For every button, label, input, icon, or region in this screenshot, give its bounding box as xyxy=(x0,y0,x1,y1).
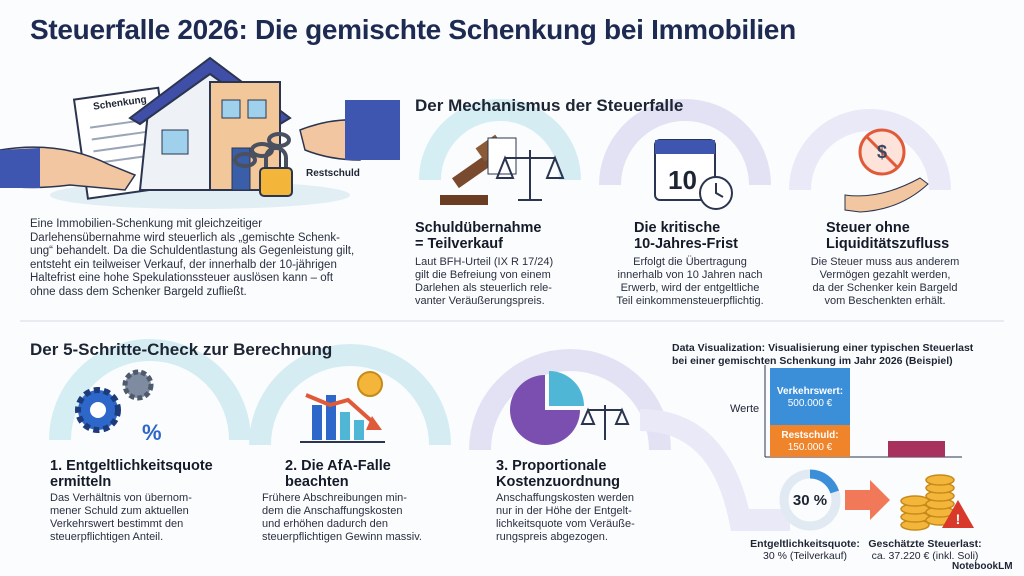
text-line: vom Beschenkten erhält. xyxy=(824,295,946,307)
step-text: Frühere Abschreibungen min-dem die Ansch… xyxy=(262,492,422,544)
item-title: Steuer ohne Liquiditätszufluss xyxy=(826,220,949,252)
text-line: steuerpflichtigen Anteil. xyxy=(50,531,164,543)
text-line: Entgeltlichkeitsquote: xyxy=(750,538,860,550)
text-line: Geschätzte Steuerlast: xyxy=(868,538,982,550)
text-line: gilt die Befreiung von einem xyxy=(415,269,551,281)
step-title: 3. Proportionale Kostenzuordnung xyxy=(496,458,620,490)
text-line: beachten xyxy=(285,474,349,490)
section-heading: Der Mechanismus der Steuerfalle xyxy=(415,96,684,115)
text-line: Liquiditätszufluss xyxy=(826,236,950,252)
text-line: Haltefrist eine hohe Spekulationssteuer … xyxy=(30,272,334,284)
section-heading: Der 5-Schritte-Check zur Berechnung xyxy=(30,340,333,359)
text-line: Steuer ohne xyxy=(826,220,910,236)
item-title: Die kritische 10-Jahres-Frist xyxy=(634,220,738,252)
text-line: Vermögen gezahlt werden, xyxy=(819,269,951,281)
text-line: Restschuld: xyxy=(781,430,839,441)
step-title: 2. Die AfA-Falle beachten xyxy=(285,458,391,490)
item-text: Erfolgt die Übertragung innerhalb von 10 … xyxy=(590,256,790,308)
item-text: Die Steuer muss aus anderem Vermögen geza… xyxy=(790,256,980,308)
footer-brand: NotebookLM xyxy=(952,561,1013,572)
text-line: 150.000 € xyxy=(787,442,833,453)
step-text: Das Verhältnis von übernom-mener Schuld … xyxy=(50,492,192,544)
text-line: mener Schuld zum aktuellen xyxy=(50,505,189,517)
text-line: bei einer gemischten Schenkung im Jahr 2… xyxy=(672,355,953,367)
text-line: Verkehrswert: xyxy=(776,386,844,397)
text-line: Anschaffungskosten werden xyxy=(496,492,634,504)
calendar-number: 10 xyxy=(668,165,697,195)
text-line: Kostenzuordnung xyxy=(496,474,621,490)
step-text: Anschaffungskosten werden nur in der Höhe… xyxy=(496,492,635,544)
text-line: ung“ behandelt. Da die Schuldentlastung … xyxy=(30,245,355,257)
text-line: ca. 37.220 € (inkl. Soli) xyxy=(871,550,979,562)
text-line: entsteht ein teilweiser Verkauf, der inn… xyxy=(30,258,337,271)
text-line: lichkeitsquote vom Veräuße- xyxy=(496,518,635,530)
text-line: rungspreis abgezogen. xyxy=(496,531,608,543)
text-line: Teil einkommensteuerpflichtig. xyxy=(616,295,764,307)
text-line: Verkehrswert bestimmt den xyxy=(50,518,184,530)
text-line: 500.000 € xyxy=(787,398,833,409)
ratio-value: 30 % xyxy=(792,492,828,509)
text-line: Das Verhältnis von übernom- xyxy=(50,492,192,504)
text-line: Erfolgt die Übertragung xyxy=(633,256,747,268)
warning-icon: ! xyxy=(956,511,961,527)
text-line: 1. Entgeltlichkeitsquote xyxy=(50,458,213,474)
text-line: ohne dass dem Schenker Bargeld zufließt. xyxy=(30,285,247,298)
text-line: ermitteln xyxy=(50,474,112,490)
step-title: 1. Entgeltlichkeitsquote ermitteln xyxy=(50,458,213,490)
text-line: und erhöhen dadurch den xyxy=(262,518,388,530)
bar-label: Restschuld: 150.000 € xyxy=(770,430,850,454)
text-line: 2. Die AfA-Falle xyxy=(285,458,391,474)
text-line: Frühere Abschreibungen min- xyxy=(262,492,407,504)
text-line: Eine Immobilien-Schenkung mit gleichzeit… xyxy=(30,218,263,230)
percent-icon: % xyxy=(142,420,162,445)
page-title: Steuerfalle 2026: Die gemischte Schenkun… xyxy=(30,14,796,45)
text-line: Erwerb, wird der entgeltliche xyxy=(620,282,760,294)
text-line: 30 % (Teilverkauf) xyxy=(762,550,848,562)
text-line: da der Schenker kein Bargeld xyxy=(812,282,958,294)
text-line: innerhalb von 10 Jahren nach xyxy=(617,269,763,281)
text-line: Darlehensübernahme wird steuerlich als „… xyxy=(30,231,341,244)
text-line: Data Visualization: Visualisierung einer… xyxy=(672,342,974,354)
text-line: dem die Anschaffungskosten xyxy=(262,505,403,517)
bar-label: Verkehrswert: 500.000 € xyxy=(770,386,850,410)
text-line: Die Steuer muss aus anderem xyxy=(810,256,960,268)
dollar-icon: $ xyxy=(877,142,887,162)
tax-caption: Geschätzte Steuerlast: ca. 37.220 € (inkl… xyxy=(860,538,990,562)
text-line: Darlehen als steuerlich rele- xyxy=(415,282,552,294)
visual-title: Data Visualization: Visualisierung einer… xyxy=(672,342,973,368)
item-text: Laut BFH-Urteil (IX R 17/24) gilt die Bef… xyxy=(415,256,553,308)
text-line: Schuldübernahme xyxy=(415,220,542,236)
text-line: Laut BFH-Urteil (IX R 17/24) xyxy=(415,256,554,268)
lock-label: Restschuld xyxy=(306,168,360,179)
intro-text: Eine Immobilien-Schenkung mit gleichzeit… xyxy=(30,218,354,299)
text-line: vanter Veräußerungspreis. xyxy=(415,295,545,307)
text-line: 10-Jahres-Frist xyxy=(634,236,738,252)
text-line: = Teilverkauf xyxy=(415,236,503,252)
text-line: steuerpflichtigen Gewinn massiv. xyxy=(262,531,422,543)
axis-label: Werte xyxy=(730,403,760,415)
text-line: 3. Proportionale xyxy=(496,458,607,474)
item-title: Schuldübernahme = Teilverkauf xyxy=(415,220,542,252)
ratio-caption: Entgeltlichkeitsquote: 30 % (Teilverkauf) xyxy=(730,538,880,562)
text-line: Die kritische xyxy=(634,220,721,236)
text-line: nur in der Höhe der Entgelt- xyxy=(496,505,632,517)
